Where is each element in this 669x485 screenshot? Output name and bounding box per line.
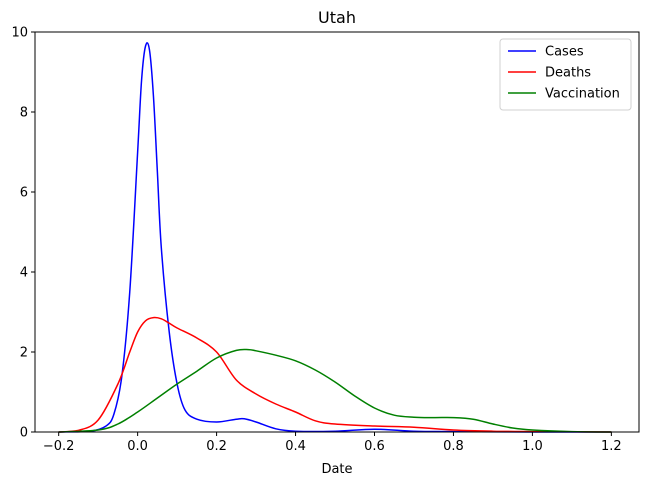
plot-frame	[34, 31, 640, 433]
x-tick-label: 0.8	[443, 439, 464, 454]
y-tick-label: 0	[20, 426, 28, 441]
x-tick-label: 0.0	[127, 439, 148, 454]
y-tick-label: 10	[11, 26, 28, 41]
x-tick-label: 0.6	[364, 439, 385, 454]
y-tick-label: 8	[20, 106, 28, 121]
y-axis: 0 2 4 6 8 10	[11, 26, 35, 441]
y-tick-label: 2	[20, 346, 28, 361]
x-tick-label: 0.4	[285, 439, 306, 454]
legend: Cases Deaths Vaccination	[499, 38, 632, 111]
x-tick-label: 1.2	[601, 439, 622, 454]
series-line-cases	[58, 42, 612, 433]
series-layer	[58, 42, 612, 433]
x-axis-label: Date	[321, 462, 352, 477]
legend-label-cases: Cases	[545, 45, 584, 60]
legend-label-vaccination: Vaccination	[545, 87, 620, 102]
x-tick-label: 0.2	[206, 439, 227, 454]
legend-label-deaths: Deaths	[545, 66, 591, 81]
series-line-deaths	[58, 316, 612, 433]
x-tick-label: −0.2	[43, 439, 75, 454]
y-tick-label: 4	[20, 266, 28, 281]
x-tick-label: 1.0	[522, 439, 543, 454]
x-axis: −0.2 0.0 0.2 0.4 0.6 0.8 1.0 1.2	[43, 432, 622, 454]
chart-title: Utah	[318, 8, 356, 27]
series-line-vaccination	[58, 348, 612, 433]
y-tick-label: 6	[20, 186, 28, 201]
